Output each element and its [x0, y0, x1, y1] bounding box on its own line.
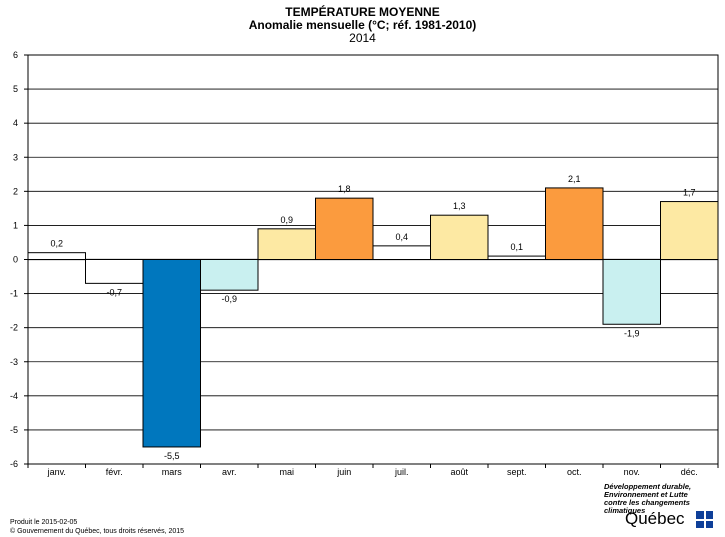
bar-value-label: 0,1	[510, 242, 523, 252]
bar	[142, 259, 201, 448]
bar	[315, 197, 374, 260]
bar-value-label: -1,9	[624, 328, 640, 338]
bar	[27, 252, 86, 261]
ministry-line-4: climatiques	[604, 506, 646, 515]
x-tick-label: mars	[162, 467, 182, 477]
y-tick-label: 6	[13, 50, 18, 60]
bar	[545, 187, 604, 260]
y-tick-label: -4	[10, 391, 18, 401]
x-tick-label: mai	[279, 467, 294, 477]
x-tick-label: juin	[336, 467, 351, 477]
y-tick-label: 2	[13, 186, 18, 196]
copyright-text: © Gouvernement du Québec, tous droits ré…	[10, 528, 185, 535]
bar-value-label: 2,1	[568, 174, 581, 184]
y-tick-label: 1	[13, 220, 18, 230]
y-tick-label: 5	[13, 84, 18, 94]
y-tick-label: 3	[13, 152, 18, 162]
x-tick-label: avr.	[222, 467, 237, 477]
bar	[372, 245, 431, 261]
ministry-name: Développement durable, Environnement et …	[604, 483, 691, 515]
quebec-flag-icon	[696, 511, 713, 528]
bar-value-label: 0,4	[395, 232, 408, 242]
bar-value-label: 0,9	[280, 215, 293, 225]
x-tick-label: juil.	[394, 467, 409, 477]
bar-value-label: -0,9	[221, 294, 237, 304]
bar-value-label: -0,7	[106, 287, 122, 297]
chart-title: TEMPÉRATURE MOYENNE	[285, 5, 440, 19]
ministry-line-3: contre les changements	[604, 498, 690, 507]
y-tick-label: 0	[13, 255, 18, 265]
chart-subtitle: Anomalie mensuelle (°C; réf. 1981-2010)	[248, 18, 477, 32]
bar-value-label: 1,7	[683, 188, 696, 198]
ministry-line-2: Environnement et Lutte	[604, 490, 688, 499]
y-tick-label: -5	[10, 425, 18, 435]
y-tick-label: -2	[10, 323, 18, 333]
bar-value-label: 0,2	[50, 239, 63, 249]
x-tick-label: janv.	[47, 467, 66, 477]
chart-year: 2014	[349, 31, 376, 45]
chart-title-block: TEMPÉRATURE MOYENNE Anomalie mensuelle (…	[0, 6, 725, 45]
bar	[257, 228, 316, 260]
x-tick-label: déc.	[681, 467, 698, 477]
bar	[487, 255, 546, 261]
x-tick-label: sept.	[507, 467, 527, 477]
bar-value-label: 1,3	[453, 201, 466, 211]
y-tick-label: 4	[13, 118, 18, 128]
x-tick-label: août	[450, 467, 468, 477]
x-tick-label: févr.	[106, 467, 123, 477]
bar	[430, 214, 489, 260]
bar	[602, 259, 661, 325]
x-tick-label: nov.	[624, 467, 640, 477]
bar	[85, 259, 144, 284]
bar-value-label: 1,8	[338, 184, 351, 194]
y-tick-label: -6	[10, 459, 18, 469]
y-tick-label: -3	[10, 357, 18, 367]
produced-date: Produit le 2015-02-05	[10, 519, 78, 526]
quebec-wordmark: Québec	[625, 509, 685, 528]
bar	[660, 201, 719, 260]
bar	[200, 259, 259, 291]
y-tick-label: -1	[10, 289, 18, 299]
x-tick-label: oct.	[567, 467, 582, 477]
ministry-line-1: Développement durable,	[604, 482, 692, 491]
bar-value-label: -5,5	[164, 451, 180, 461]
